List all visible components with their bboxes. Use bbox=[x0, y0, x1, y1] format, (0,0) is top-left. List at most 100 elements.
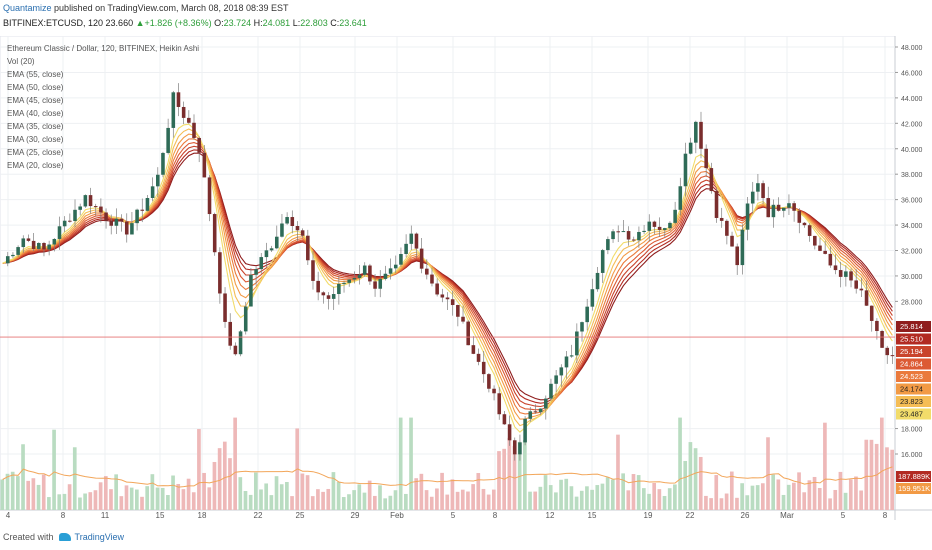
volume-bar bbox=[843, 492, 848, 510]
candle-body bbox=[606, 239, 610, 251]
legend-ema-55[interactable]: EMA (55, close) bbox=[7, 70, 64, 79]
x-tick-label: 4 bbox=[6, 511, 11, 520]
volume-bar bbox=[595, 485, 600, 510]
legend-ema-30[interactable]: EMA (30, close) bbox=[7, 135, 64, 144]
price-chart[interactable]: 48.000 46.000 44.000 42.000 40.000 38.000 36.0… bbox=[0, 35, 932, 520]
legend-volume[interactable]: Vol (20) bbox=[7, 57, 35, 66]
volume-bar bbox=[321, 491, 325, 510]
volume-bar bbox=[864, 439, 869, 510]
volume-label: 159.951K bbox=[896, 483, 931, 494]
candle-body bbox=[357, 274, 362, 279]
volume-bar bbox=[0, 479, 5, 510]
legend-ema-20[interactable]: EMA (20, close) bbox=[7, 161, 64, 170]
candle-body bbox=[238, 331, 243, 355]
volume-bar bbox=[26, 480, 31, 510]
volume-bar bbox=[388, 495, 393, 510]
chart-area[interactable]: 48.000 46.000 44.000 42.000 40.000 38.000 36.0… bbox=[0, 35, 932, 520]
open-label: O: bbox=[214, 18, 224, 28]
price-label-text: 23.823 bbox=[900, 397, 923, 406]
candle-body bbox=[311, 260, 315, 281]
volume-bar bbox=[238, 477, 243, 510]
candle-body bbox=[140, 209, 145, 211]
publisher-name[interactable]: Quantamize bbox=[3, 3, 52, 13]
legend-ema-40[interactable]: EMA (40, close) bbox=[7, 109, 64, 118]
candle-body bbox=[26, 238, 31, 241]
y-tick-label: 48.000 bbox=[901, 45, 923, 52]
volume-bar bbox=[36, 484, 41, 510]
price-label-bg bbox=[896, 408, 931, 420]
volume-bar bbox=[31, 478, 36, 510]
candle-body bbox=[709, 168, 714, 192]
volume-bar bbox=[41, 474, 46, 510]
volume-bar bbox=[243, 491, 248, 510]
volume-bar bbox=[279, 484, 284, 510]
candle-body bbox=[52, 238, 57, 245]
price-label-bg bbox=[896, 383, 931, 395]
candle-body bbox=[264, 250, 269, 258]
last-price: 23.660 bbox=[105, 18, 134, 28]
legend-series-title[interactable]: Ethereum Classic / Dollar, 120, BITFINEX… bbox=[7, 44, 200, 53]
candle-body bbox=[859, 288, 864, 291]
volume-bar bbox=[636, 475, 641, 510]
candle-body bbox=[243, 306, 248, 332]
tradingview-link[interactable]: TradingView bbox=[74, 532, 125, 542]
candle-body bbox=[124, 221, 129, 235]
price-label: 24.864 bbox=[896, 358, 931, 370]
volume-bar bbox=[543, 475, 548, 510]
candle-body bbox=[813, 235, 817, 246]
candle-body bbox=[202, 152, 207, 178]
legend-ema-50[interactable]: EMA (50, close) bbox=[7, 83, 64, 92]
price-label-text: 25.814 bbox=[900, 322, 923, 331]
y-tick-label: 28.000 bbox=[901, 299, 923, 306]
candle-body bbox=[218, 252, 222, 294]
ema-line-40 bbox=[2, 142, 893, 411]
volume-bar bbox=[776, 479, 781, 510]
volume-bar bbox=[626, 490, 631, 510]
volume-bar bbox=[678, 417, 682, 510]
volume-bar bbox=[129, 487, 134, 510]
price-label-bg bbox=[896, 371, 931, 382]
candle-body bbox=[595, 272, 600, 290]
candle-body bbox=[21, 238, 26, 248]
legend-ema-35[interactable]: EMA (35, close) bbox=[7, 122, 64, 131]
x-tick-label: 29 bbox=[351, 511, 360, 520]
candle-body bbox=[678, 186, 683, 210]
volume-bar bbox=[491, 489, 496, 510]
legend-ema-45[interactable]: EMA (45, close) bbox=[7, 96, 64, 105]
volume-bar bbox=[450, 479, 455, 510]
tradingview-logo-icon bbox=[58, 533, 71, 541]
candle-body bbox=[435, 283, 439, 295]
candle-body bbox=[393, 264, 398, 269]
legend-ema-25[interactable]: EMA (25, close) bbox=[7, 148, 64, 157]
volume-bar bbox=[424, 490, 429, 510]
volume-bar bbox=[393, 490, 398, 510]
volume-bar bbox=[481, 488, 486, 510]
volume-bar bbox=[673, 484, 677, 510]
candle-body bbox=[78, 206, 82, 210]
volume-bar bbox=[135, 489, 139, 510]
candle-body bbox=[787, 203, 791, 208]
candle-body bbox=[771, 204, 776, 218]
volume-bar bbox=[471, 484, 475, 510]
candle-body bbox=[161, 152, 165, 175]
candle-body bbox=[683, 153, 688, 187]
volume-bar bbox=[347, 494, 351, 510]
volume-bar bbox=[367, 480, 372, 510]
volume-bar bbox=[605, 477, 610, 510]
candle-body bbox=[104, 212, 108, 222]
candle-body bbox=[388, 268, 393, 274]
volume-bar bbox=[579, 490, 584, 510]
candle-body bbox=[321, 292, 326, 296]
volume-bar bbox=[362, 492, 367, 510]
candle-body bbox=[316, 280, 320, 293]
volume-bar bbox=[528, 491, 532, 510]
symbol-title[interactable]: BITFINEX:ETCUSD, 120 bbox=[3, 18, 104, 28]
volume-bar bbox=[683, 460, 688, 510]
volume-bar bbox=[890, 449, 894, 510]
volume-bar bbox=[83, 493, 87, 510]
indicator-legend: Ethereum Classic / Dollar, 120, BITFINEX… bbox=[7, 42, 199, 172]
candle-body bbox=[823, 250, 827, 254]
candle-body bbox=[621, 231, 626, 233]
candle-body bbox=[37, 242, 41, 249]
volume-bar bbox=[486, 494, 491, 510]
